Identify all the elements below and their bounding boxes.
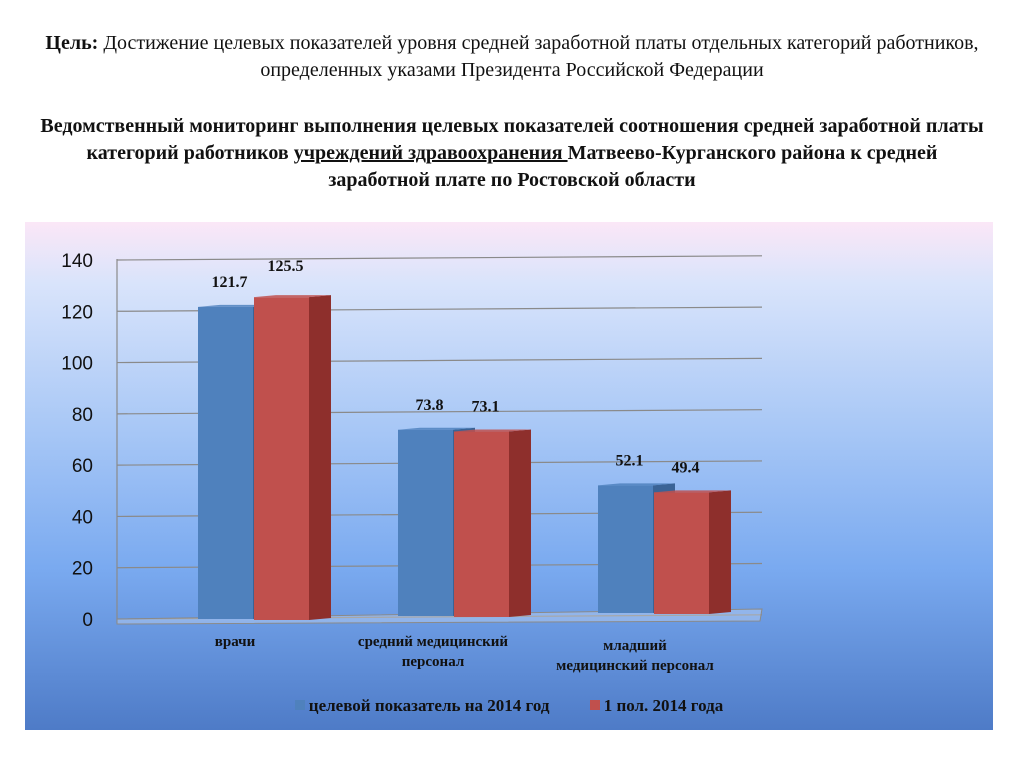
bar-top bbox=[598, 483, 675, 486]
y-tick-label: 100 bbox=[61, 354, 93, 375]
heading-part-1: Ведомственный мониторинг выполнения целе… bbox=[40, 115, 984, 164]
bar bbox=[598, 485, 653, 613]
category-label: младший bbox=[603, 638, 667, 654]
chart-panel: 0 20 40 60 80 100 120 140 121.7 73.8 52.1 125.5 73.1… bbox=[25, 222, 993, 730]
bar-top bbox=[654, 490, 731, 493]
y-tick-label: 60 bbox=[72, 456, 93, 477]
category-label: персонал bbox=[402, 654, 465, 670]
y-tick-label: 120 bbox=[61, 302, 93, 323]
y-tick-label: 40 bbox=[72, 507, 93, 528]
data-label: 121.7 bbox=[212, 274, 248, 291]
data-label: 49.4 bbox=[672, 459, 700, 476]
y-tick-label: 80 bbox=[72, 405, 93, 426]
legend-label-series-2: 1 пол. 2014 года bbox=[603, 696, 724, 715]
goal-label: Цель: bbox=[45, 32, 99, 54]
legend-item-series-2: 1 пол. 2014 года bbox=[589, 696, 724, 716]
data-label: 52.1 bbox=[616, 452, 644, 469]
bar-side bbox=[309, 295, 331, 620]
data-label: 125.5 bbox=[268, 258, 304, 275]
bar-chart: 0 20 40 60 80 100 120 140 121.7 73.8 52.1 125.5 73.1… bbox=[61, 251, 763, 674]
heading-underlined: учреждений здравоохранения bbox=[293, 142, 568, 164]
data-label: 73.1 bbox=[472, 399, 500, 416]
category-label: врачи bbox=[215, 634, 256, 650]
category-label: средний медицинский bbox=[358, 634, 509, 650]
page-header: Цель: Достижение целевых показателей уро… bbox=[40, 30, 984, 84]
chart-legend: целевой показатель на 2014 год 1 пол. 20… bbox=[25, 696, 993, 716]
legend-swatch-series-1 bbox=[294, 700, 305, 710]
bar-side bbox=[709, 490, 731, 614]
y-tick-label: 140 bbox=[61, 251, 93, 272]
gridline bbox=[116, 255, 763, 261]
goal-text: Достижение целевых показателей уровня ср… bbox=[98, 32, 979, 81]
bar bbox=[654, 492, 709, 614]
category-label: медицинский персонал bbox=[556, 658, 714, 674]
bar-side bbox=[509, 429, 531, 617]
bar bbox=[398, 429, 453, 616]
bar-top bbox=[454, 429, 531, 432]
bar bbox=[198, 306, 253, 619]
y-tick-label: 0 bbox=[82, 610, 93, 631]
y-tick-label: 20 bbox=[72, 559, 93, 580]
legend-item-series-1: целевой показатель на 2014 год bbox=[294, 696, 550, 716]
bar-top bbox=[254, 295, 331, 298]
bar bbox=[454, 431, 509, 617]
bar-top bbox=[398, 427, 475, 430]
bar bbox=[254, 297, 309, 620]
data-label: 73.8 bbox=[416, 397, 444, 414]
legend-swatch-series-2 bbox=[589, 700, 600, 710]
heading-part-2: Матвеево-Курганского района к средней за… bbox=[328, 142, 938, 191]
legend-label-series-1: целевой показатель на 2014 год bbox=[308, 696, 550, 715]
chart-heading: Ведомственный мониторинг выполнения целе… bbox=[40, 113, 984, 194]
